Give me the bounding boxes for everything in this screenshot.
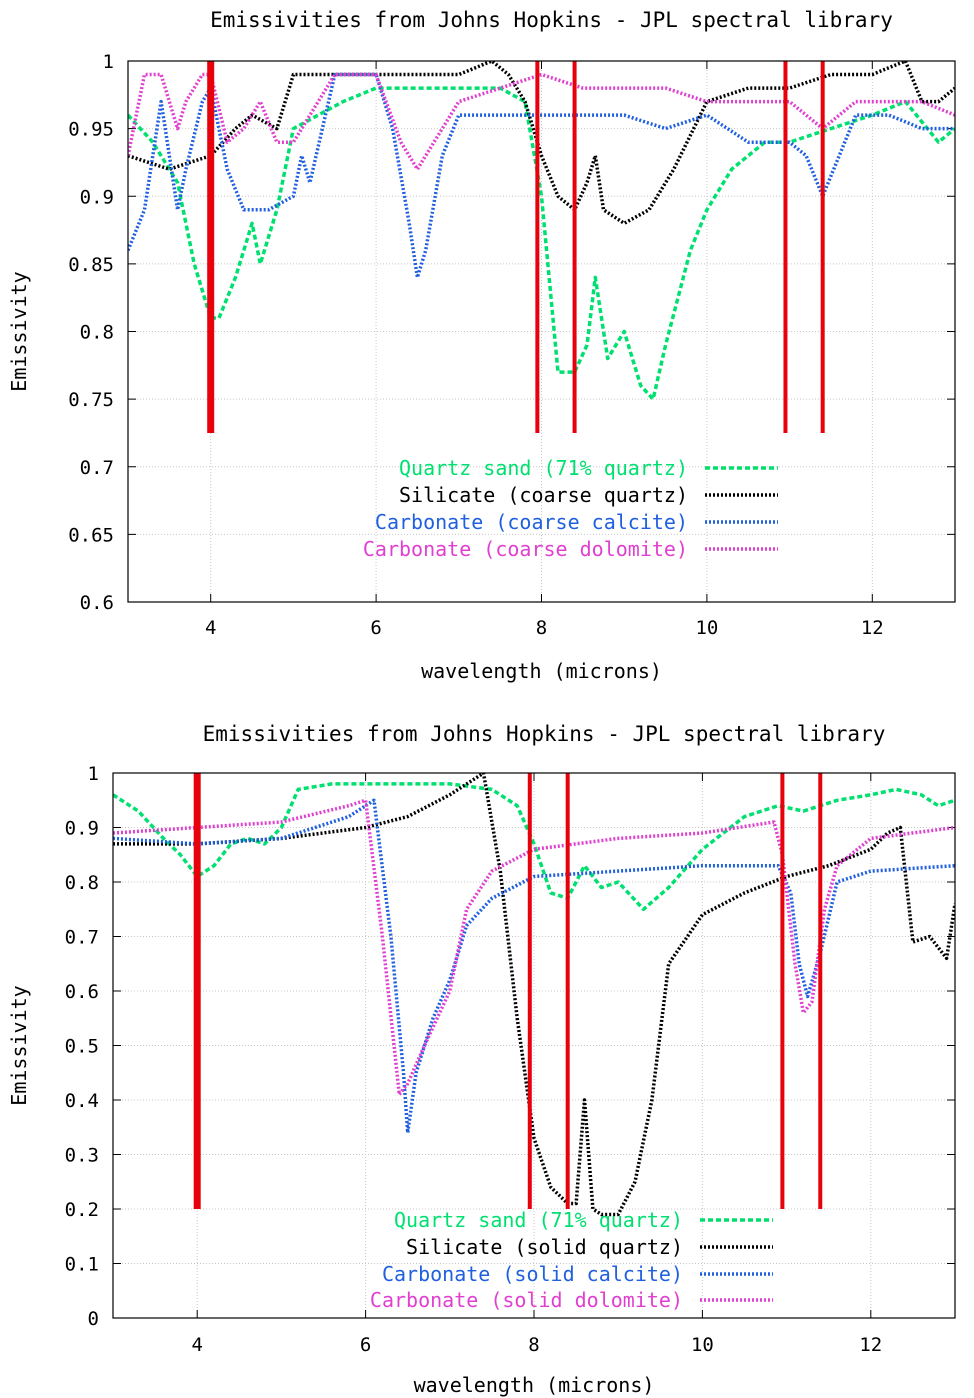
chart-title: Emissivities from Johns Hopkins - JPL sp… [210,8,893,32]
x-tick-label: 10 [691,1334,714,1356]
y-tick-label: 0.85 [68,254,114,276]
y-tick-label: 0.5 [65,1036,99,1058]
legend-label: Carbonate (coarse dolomite) [363,537,688,561]
y-tick-label: 0.4 [65,1090,99,1112]
y-tick-label: 0.95 [68,119,114,141]
x-tick-label: 6 [370,617,381,639]
y-tick-label: 0.7 [65,927,99,949]
series-line [113,798,955,1097]
x-tick-label: 8 [528,1334,539,1356]
y-tick-label: 0.1 [65,1254,99,1276]
chart-title: Emissivities from Johns Hopkins - JPL sp… [203,722,886,746]
plot-frame [127,60,956,603]
y-tick-label: 0.9 [65,818,99,840]
y-tick-label: 0.8 [80,322,114,344]
y-tick-label: 1 [103,51,114,73]
plot-area [113,773,955,1217]
series-line [128,72,955,171]
y-tick-label: 0.6 [80,592,114,614]
chart-1: Emissivities from Johns Hopkins - JPL sp… [7,8,956,683]
x-axis-label: wavelength (microns) [414,1373,655,1397]
legend-label: Silicate (solid quartz) [406,1235,683,1259]
y-tick-label: 0 [88,1308,99,1330]
y-axis-label: Emissivity [7,271,31,391]
series-line [113,773,955,1217]
x-tick-label: 10 [695,617,718,639]
x-tick-label: 12 [859,1334,882,1356]
chart-2: Emissivities from Johns Hopkins - JPL sp… [7,722,956,1397]
legend-label: Carbonate (solid dolomite) [370,1288,683,1312]
legend-label: Carbonate (coarse calcite) [375,510,688,534]
x-axis-label: wavelength (microns) [421,659,662,683]
x-tick-label: 8 [536,617,547,639]
plot-frame [112,772,956,1319]
y-tick-label: 0.6 [65,981,99,1003]
legend-label: Quartz sand (71% quartz) [399,456,688,480]
y-tick-label: 0.9 [80,186,114,208]
y-tick-label: 0.65 [68,524,114,546]
y-tick-label: 0.7 [80,457,114,479]
x-tick-label: 4 [205,617,216,639]
x-tick-label: 6 [360,1334,371,1356]
x-tick-label: 12 [861,617,884,639]
plot-area [128,61,955,433]
y-tick-label: 1 [88,763,99,785]
legend-label: Quartz sand (71% quartz) [394,1208,683,1232]
legend-label: Silicate (coarse quartz) [399,483,688,507]
y-tick-label: 0.3 [65,1145,99,1167]
legend-label: Carbonate (solid calcite) [382,1262,683,1286]
y-axis-label: Emissivity [7,985,31,1105]
y-tick-label: 0.8 [65,872,99,894]
y-tick-label: 0.75 [68,389,114,411]
x-tick-label: 4 [191,1334,202,1356]
series-line [113,798,955,1135]
series-line [113,782,955,912]
y-tick-label: 0.2 [65,1199,99,1221]
